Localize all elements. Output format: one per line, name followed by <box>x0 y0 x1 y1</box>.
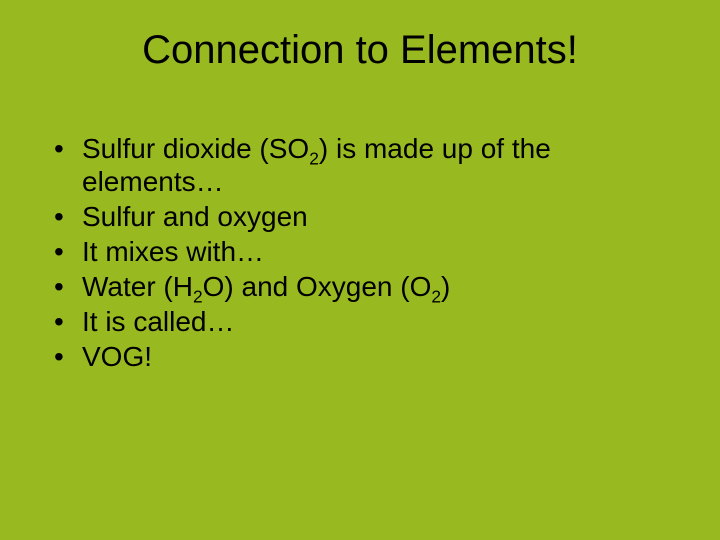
bullet-item: Sulfur and oxygen <box>54 200 666 233</box>
bullet-item: It mixes with… <box>54 235 666 268</box>
bullet-item: Sulfur dioxide (SO2) is made up of the e… <box>54 132 666 198</box>
slide-title: Connection to Elements! <box>0 28 720 73</box>
bullet-item: Water (H2O) and Oxygen (O2) <box>54 270 666 303</box>
slide: Connection to Elements! Sulfur dioxide (… <box>0 0 720 540</box>
bullet-item: VOG! <box>54 340 666 373</box>
bullet-list: Sulfur dioxide (SO2) is made up of the e… <box>54 132 666 373</box>
subscript: 2 <box>309 149 319 169</box>
bullet-item: It is called… <box>54 305 666 338</box>
subscript: 2 <box>193 287 203 307</box>
subscript: 2 <box>431 287 441 307</box>
slide-body: Sulfur dioxide (SO2) is made up of the e… <box>54 132 666 375</box>
